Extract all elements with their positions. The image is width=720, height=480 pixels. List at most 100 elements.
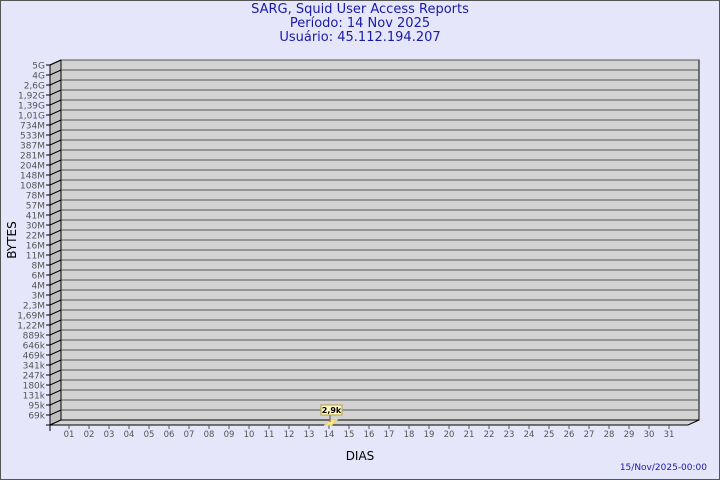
y-tick-slant: [49, 99, 62, 106]
x-tick-label: 01: [64, 430, 75, 440]
y-tick-label: 1,39G: [18, 102, 45, 112]
y-tick-slant: [49, 119, 62, 126]
y-tick-slant: [49, 69, 62, 76]
x-tick-label: 17: [384, 430, 395, 440]
x-tick-label: 19: [424, 430, 435, 440]
y-tick-label: 4M: [32, 282, 46, 292]
y-tick-slant: [49, 359, 62, 366]
x-tick-label: 02: [84, 430, 95, 440]
x-tick-label: 07: [184, 430, 195, 440]
y-tick-slant: [49, 309, 62, 316]
x-tick-label: 26: [564, 430, 575, 440]
footer-timestamp: 15/Nov/2025-00:00: [620, 463, 707, 473]
y-tick-slant: [49, 129, 62, 136]
y-tick-label: 22M: [26, 232, 45, 242]
x-tick-label: 30: [644, 430, 655, 440]
y-tick-slant: [49, 139, 62, 146]
y-tick-label: 1,92G: [18, 92, 45, 102]
x-tick-label: 22: [484, 430, 495, 440]
y-tick-label: 1,01G: [18, 112, 45, 122]
y-tick-slant: [49, 199, 62, 206]
y-tick-label: 69k: [28, 412, 45, 422]
y-tick-label: 469k: [23, 352, 46, 362]
y-tick-label: 57M: [26, 202, 45, 212]
y-tick-label: 5G: [32, 62, 45, 72]
bar-day-14: [323, 419, 339, 426]
y-tick-slant: [49, 159, 62, 166]
x-tick-label: 09: [224, 430, 235, 440]
y-tick-slant: [49, 369, 62, 376]
x-tick-label: 10: [244, 430, 255, 440]
y-tick-label: 2,3M: [23, 302, 45, 312]
y-tick-label: 281M: [20, 152, 45, 162]
y-tick-label: 180k: [23, 382, 46, 392]
x-tick-label: 20: [444, 430, 455, 440]
y-tick-label: 341k: [23, 362, 46, 372]
x-tick-label: 06: [164, 430, 175, 440]
y-tick-label: 30M: [26, 222, 45, 232]
y-tick-label: 889k: [23, 332, 46, 342]
x-tick-label: 08: [204, 430, 215, 440]
x-tick-label: 12: [284, 430, 295, 440]
y-tick-label: 108M: [20, 182, 45, 192]
x-tick-label: 25: [544, 430, 555, 440]
y-tick-label: 533M: [20, 132, 45, 142]
y-tick-slant: [49, 89, 62, 96]
y-tick-label: 247k: [23, 372, 46, 382]
x-tick-label: 29: [624, 430, 635, 440]
y-tick-label: 4G: [32, 72, 45, 82]
x-tick-label: 05: [144, 430, 155, 440]
y-tick-slant: [49, 329, 62, 336]
y-tick-slant: [49, 239, 62, 246]
y-tick-label: 11M: [26, 252, 45, 262]
y-tick-slant: [49, 169, 62, 176]
y-tick-slant: [49, 229, 62, 236]
y-tick-label: 204M: [20, 162, 45, 172]
y-tick-label: 78M: [26, 192, 45, 202]
y-tick-label: 16M: [26, 242, 45, 252]
x-tick-label: 28: [604, 430, 615, 440]
y-tick-slant: [49, 249, 62, 256]
x-tick-label: 13: [304, 430, 315, 440]
y-tick-slant: [49, 339, 62, 346]
y-tick-label: 41M: [26, 212, 45, 222]
y-tick-slant: [49, 209, 62, 216]
y-tick-slant: [49, 109, 62, 116]
y-tick-label: 131k: [23, 392, 46, 402]
plot-floor: [49, 419, 700, 426]
y-tick-label: 8M: [32, 262, 46, 272]
bar-label-box: [320, 404, 343, 416]
y-tick-slant: [49, 349, 62, 356]
x-tick-label: 31: [664, 430, 675, 440]
y-tick-label: 646k: [23, 342, 46, 352]
y-tick-label: 2,6G: [24, 82, 45, 92]
chart-title: SARG, Squid User Access Reports: [251, 2, 469, 17]
x-tick-label: 27: [584, 430, 595, 440]
y-axis-title: BYTES: [5, 221, 19, 258]
y-tick-slant: [49, 289, 62, 296]
y-tick-slant: [49, 79, 62, 86]
y-tick-label: 387M: [20, 142, 45, 152]
x-tick-label: 03: [104, 430, 115, 440]
y-tick-slant: [49, 409, 62, 416]
y-tick-slant: [49, 389, 62, 396]
y-tick-label: 6M: [32, 272, 46, 282]
x-tick-label: 15: [344, 430, 355, 440]
bar-label: 2,9k: [322, 406, 342, 415]
x-tick-label: 14: [324, 430, 335, 440]
x-tick-label: 16: [364, 430, 375, 440]
y-tick-slant: [49, 319, 62, 326]
y-tick-label: 148M: [20, 172, 45, 182]
y-tick-slant: [49, 279, 62, 286]
y-tick-slant: [49, 299, 62, 306]
x-tick-label: 23: [504, 430, 515, 440]
y-tick-slant: [49, 399, 62, 406]
y-tick-slant: [49, 219, 62, 226]
y-tick-slant: [49, 149, 62, 156]
y-tick-label: 734M: [20, 122, 45, 132]
y-tick-slant: [49, 179, 62, 186]
x-axis-title: DIAS: [346, 449, 375, 463]
y-tick-slant: [49, 379, 62, 386]
y-tick-slant: [49, 189, 62, 196]
